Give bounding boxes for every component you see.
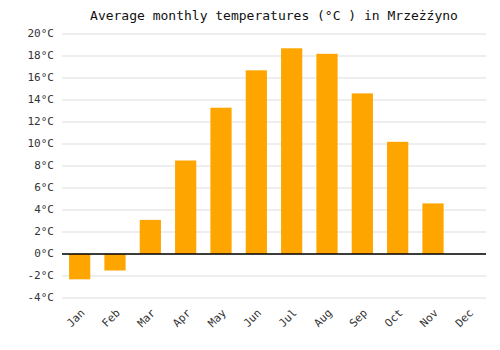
y-tick-label: 12°C xyxy=(28,115,55,128)
bar xyxy=(69,254,90,279)
x-tick-label: Sep xyxy=(347,307,370,330)
grid-line xyxy=(62,166,486,167)
grid-line xyxy=(62,298,486,299)
y-tick-label: 14°C xyxy=(28,93,55,106)
grid-line xyxy=(62,78,486,79)
x-tick-label: Apr xyxy=(170,306,194,330)
x-tick-label: Feb xyxy=(100,307,123,330)
y-tick-label: 8°C xyxy=(34,159,54,172)
y-tick-label: 20°C xyxy=(28,27,55,40)
x-tick-label: Oct xyxy=(382,307,405,330)
bar xyxy=(316,54,337,254)
bar xyxy=(352,93,373,254)
y-tick-label: 4°C xyxy=(34,203,54,216)
x-tick-label: Nov xyxy=(418,306,442,330)
bar xyxy=(281,48,302,254)
x-tick-label: May xyxy=(206,306,230,330)
x-tick-label: Jul xyxy=(276,307,299,330)
x-tick-label: Dec xyxy=(453,307,476,330)
bar xyxy=(104,254,125,271)
bar xyxy=(387,142,408,254)
chart-container: -4°C -2°C 0°C 2°C 4°C 6°C 8°C 10°C 12°C 14°C 16°C 1… xyxy=(0,0,500,350)
x-tick-label: Jun xyxy=(241,307,264,330)
y-tick-label: 18°C xyxy=(28,49,55,62)
grid xyxy=(62,34,486,298)
y-axis: -4°C -2°C 0°C 2°C 4°C 6°C 8°C 10°C 12°C 14°C 16°C 1… xyxy=(28,27,55,304)
grid-line xyxy=(62,188,486,189)
bars xyxy=(69,48,444,279)
y-tick-label: 16°C xyxy=(28,71,55,84)
grid-line xyxy=(62,100,486,101)
title: Average monthly temperatures (°C ) in Mr… xyxy=(90,8,458,23)
y-tick-label: 0°C xyxy=(34,247,54,260)
y-tick-label: -2°C xyxy=(28,269,55,282)
grid-line xyxy=(62,276,486,277)
x-tick-label: Jan xyxy=(64,307,87,330)
grid-line xyxy=(62,144,486,145)
bar xyxy=(422,203,443,254)
bar xyxy=(246,70,267,254)
grid-line xyxy=(62,34,486,35)
baseline xyxy=(62,253,486,255)
y-tick-label: 10°C xyxy=(28,137,55,150)
bar xyxy=(140,220,161,254)
chart: -4°C -2°C 0°C 2°C 4°C 6°C 8°C 10°C 12°C 14°C 16°C 1… xyxy=(0,0,500,350)
y-tick-label: -4°C xyxy=(28,291,55,304)
y-tick-label: 6°C xyxy=(34,181,54,194)
bar xyxy=(210,108,231,254)
grid-line xyxy=(62,56,486,57)
x-axis: Jan Feb Mar Apr May Jun Jul Aug Sep Oct Nov Dec xyxy=(64,306,476,330)
grid-line xyxy=(62,122,486,123)
bar xyxy=(175,161,196,255)
y-tick-label: 2°C xyxy=(34,225,54,238)
grid-line xyxy=(62,254,486,255)
x-tick-label: Mar xyxy=(135,306,159,330)
x-tick-label: Aug xyxy=(312,307,335,330)
